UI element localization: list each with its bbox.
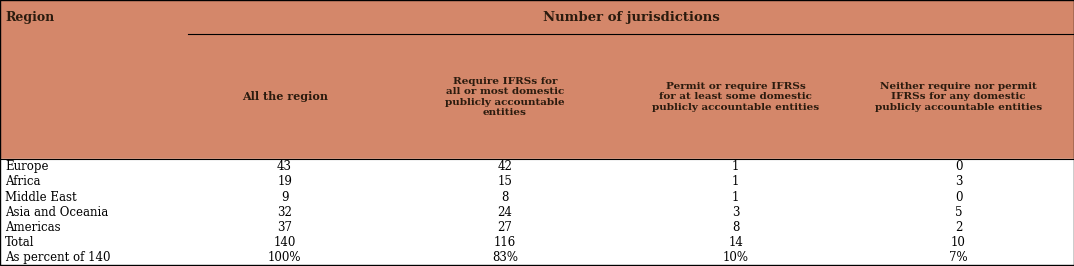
Text: 2: 2 [955, 221, 962, 234]
Text: 27: 27 [497, 221, 512, 234]
Bar [0, 235, 1074, 250]
Text: Middle East: Middle East [5, 191, 77, 203]
Text: 5: 5 [955, 206, 962, 219]
Text: 8: 8 [502, 191, 508, 203]
Bar [0, 250, 1074, 265]
Bar [0, 205, 1074, 220]
Text: Neither require nor permit
IFRSs for any domestic
publicly accountable entities: Neither require nor permit IFRSs for any… [875, 82, 1042, 112]
Text: Americas: Americas [5, 221, 61, 234]
Text: Require IFRSs for
all or most domestic
publicly accountable
entities: Require IFRSs for all or most domestic p… [445, 77, 565, 117]
Text: 0: 0 [955, 191, 962, 203]
Text: 116: 116 [494, 236, 516, 249]
Text: Total: Total [5, 236, 34, 249]
Text: Africa: Africa [5, 176, 41, 188]
Text: 15: 15 [497, 176, 512, 188]
Text: 10: 10 [952, 236, 966, 249]
Text: 9: 9 [281, 191, 288, 203]
Text: 24: 24 [497, 206, 512, 219]
Text: 100%: 100% [267, 251, 302, 264]
Text: 140: 140 [274, 236, 295, 249]
Text: 3: 3 [732, 206, 739, 219]
Text: 10%: 10% [723, 251, 749, 264]
Text: 37: 37 [277, 221, 292, 234]
Text: 14: 14 [728, 236, 743, 249]
Text: 1: 1 [732, 191, 739, 203]
Text: 1: 1 [732, 160, 739, 173]
Text: 3: 3 [955, 176, 962, 188]
Bar [0, 0, 1074, 159]
Text: 32: 32 [277, 206, 292, 219]
Text: 19: 19 [277, 176, 292, 188]
Bar [0, 174, 1074, 190]
Text: 42: 42 [497, 160, 512, 173]
Text: Region: Region [5, 11, 55, 24]
Text: All the region: All the region [242, 91, 328, 102]
Text: Europe: Europe [5, 160, 49, 173]
Text: 0: 0 [955, 160, 962, 173]
Text: 43: 43 [277, 160, 292, 173]
Text: 83%: 83% [492, 251, 518, 264]
Text: 8: 8 [732, 221, 739, 234]
Text: Permit or require IFRSs
for at least some domestic
publicly accountable entities: Permit or require IFRSs for at least som… [652, 82, 819, 112]
Bar [0, 220, 1074, 235]
Text: As percent of 140: As percent of 140 [5, 251, 111, 264]
Text: 1: 1 [732, 176, 739, 188]
Bar [0, 190, 1074, 205]
Text: 7%: 7% [949, 251, 968, 264]
Text: Asia and Oceania: Asia and Oceania [5, 206, 108, 219]
Bar [0, 159, 1074, 174]
Text: Number of jurisdictions: Number of jurisdictions [542, 11, 720, 24]
